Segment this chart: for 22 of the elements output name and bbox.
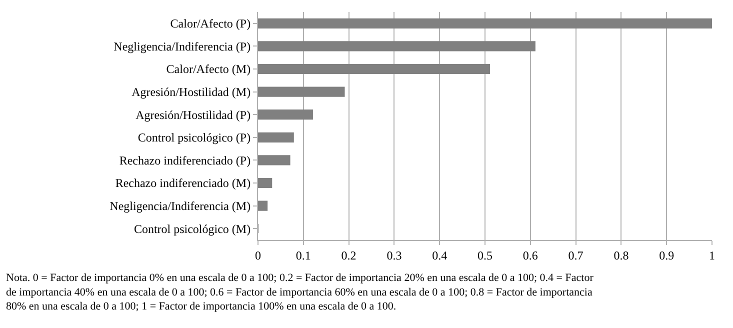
x-tick-label: 0.6 (522, 248, 538, 262)
y-tick-label: Negligencia/Indiferencia (M) (110, 199, 251, 213)
x-tick-label: 0.2 (341, 248, 356, 262)
y-tick-label: Calor/Afecto (M) (166, 62, 251, 76)
x-tick-label: 0.5 (478, 248, 492, 262)
x-tick-label: 0.9 (659, 248, 674, 262)
y-tick-label: Agresión/Hostilidad (P) (136, 108, 251, 122)
y-tick-label: Negligencia/Indiferencia (P) (114, 39, 251, 54)
y-tick-label: Control psicológico (P) (138, 130, 251, 145)
x-tick-label: 0.7 (568, 248, 584, 262)
y-tick-label: Agresión/Hostilidad (M) (132, 85, 251, 99)
x-tick-label: 0.8 (614, 248, 629, 262)
y-tick-label: Rechazo indiferenciado (M) (115, 176, 251, 190)
y-tick-label: Control psicológico (M) (134, 222, 251, 236)
x-tick-label: 0.3 (386, 248, 402, 262)
x-tick-label: 1 (709, 248, 715, 262)
x-tick-label: 0.4 (432, 248, 448, 262)
x-tick-label: 0 (255, 248, 261, 262)
text: Nota. 0 = Factor de importancia 0% en una escala de 0 a 100; 0.2 = Factor de importancia 20% en una escala de 0 a 100; 0.4 = Factor de importancia 40% en una escala de 0 a 100; 0.6 = Factor de importancia 60% en una escala de 0 a 100; 0.8 = Factor de importancia 80% en una escala de 0 a 100; 1 = Factor de importancia 100% en una escala de 0 a 100. (6, 272, 594, 313)
x-tick-label: 0.1 (296, 248, 311, 262)
y-tick-label: Rechazo indiferenciado (P) (119, 153, 251, 168)
y-tick-label: Calor/Afecto (P) (170, 16, 251, 31)
